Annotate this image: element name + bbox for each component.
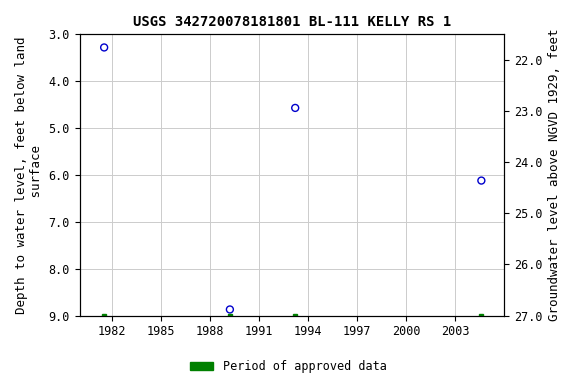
Title: USGS 342720078181801 BL-111 KELLY RS 1: USGS 342720078181801 BL-111 KELLY RS 1 [133, 15, 451, 29]
Y-axis label: Groundwater level above NGVD 1929, feet: Groundwater level above NGVD 1929, feet [548, 29, 561, 321]
Point [291, 105, 300, 111]
Point [477, 177, 486, 184]
Point [225, 306, 234, 313]
Y-axis label: Depth to water level, feet below land
 surface: Depth to water level, feet below land su… [15, 36, 43, 314]
Point [100, 45, 109, 51]
Legend: Period of approved data: Period of approved data [185, 356, 391, 378]
